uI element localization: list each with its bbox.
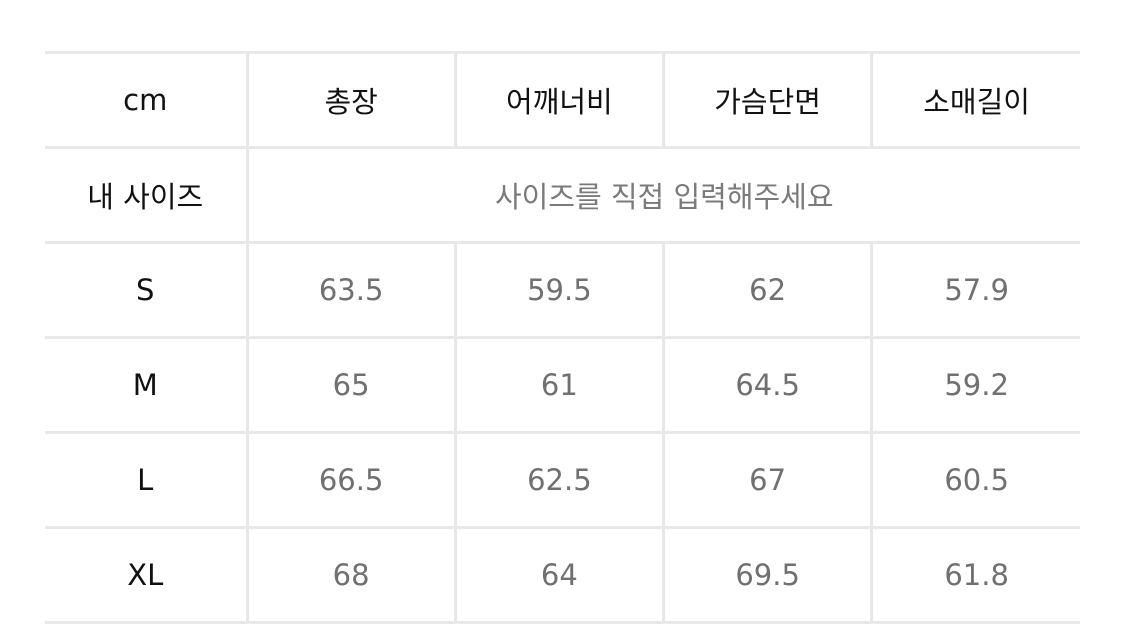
- table-cell: 61: [453, 336, 666, 434]
- table-cell: 67: [661, 431, 874, 529]
- table-cell: 57.9: [870, 241, 1080, 339]
- column-header: 총장: [245, 51, 457, 149]
- column-header: 어깨너비: [453, 51, 666, 149]
- unit-label: cm: [45, 51, 249, 149]
- column-header: 가슴단면: [661, 51, 874, 149]
- size-label: S: [45, 241, 249, 339]
- my-size-row: 내 사이즈 사이즈를 직접 입력해주세요: [45, 146, 1080, 244]
- table-cell: 61.8: [870, 526, 1080, 624]
- table-cell: 62.5: [453, 431, 666, 529]
- table-row: M 65 61 64.5 59.2: [45, 336, 1080, 434]
- size-chart-table: cm 총장 어깨너비 가슴단면 소매길이 내 사이즈 사이즈를 직접 입력해주세…: [45, 51, 1080, 624]
- size-label: XL: [45, 526, 249, 624]
- table-cell: 64.5: [661, 336, 874, 434]
- my-size-input[interactable]: 사이즈를 직접 입력해주세요: [245, 146, 1080, 244]
- table-cell: 59.5: [453, 241, 666, 339]
- my-size-label: 내 사이즈: [45, 146, 249, 244]
- table-cell: 68: [245, 526, 457, 624]
- table-cell: 66.5: [245, 431, 457, 529]
- table-cell: 62: [661, 241, 874, 339]
- table-cell: 59.2: [870, 336, 1080, 434]
- size-label: M: [45, 336, 249, 434]
- column-header: 소매길이: [870, 51, 1080, 149]
- table-row: S 63.5 59.5 62 57.9: [45, 241, 1080, 339]
- size-label: L: [45, 431, 249, 529]
- header-row: cm 총장 어깨너비 가슴단면 소매길이: [45, 51, 1080, 149]
- table-row: L 66.5 62.5 67 60.5: [45, 431, 1080, 529]
- table-cell: 69.5: [661, 526, 874, 624]
- table-row: XL 68 64 69.5 61.8: [45, 526, 1080, 624]
- table-cell: 64: [453, 526, 666, 624]
- table-cell: 60.5: [870, 431, 1080, 529]
- table-cell: 65: [245, 336, 457, 434]
- table-cell: 63.5: [245, 241, 457, 339]
